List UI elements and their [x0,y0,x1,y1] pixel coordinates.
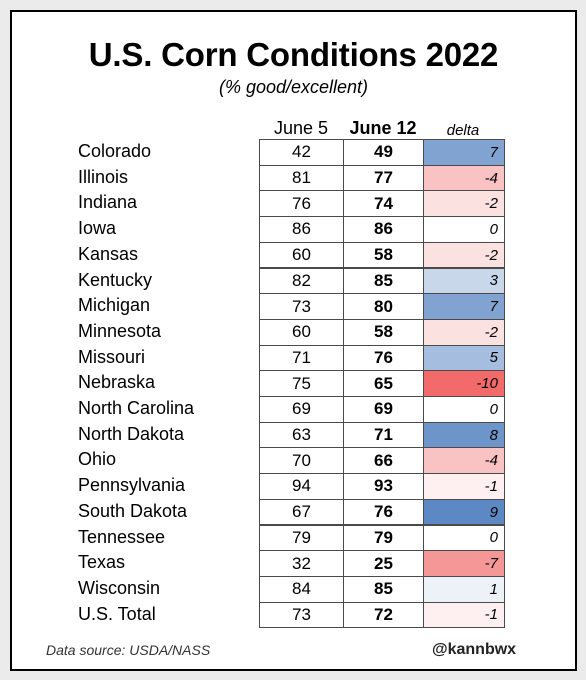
cell-june5: 79 [259,524,344,552]
cell-june12: 86 [343,216,424,243]
chart-title: U.S. Corn Conditions 2022 [88,36,499,73]
cell-delta: 5 [423,344,505,372]
cell-june5: 73 [259,293,344,320]
conditions-table: Colorado 42 49 7 Illinois 81 77 -4 Indiana 76 74 -2… [12,12,575,669]
data-source-note: Data source: USDA/NASS [46,642,211,658]
state-label: Pennsylvania [78,475,186,496]
cell-delta: -10 [423,370,505,397]
cell-june12: 80 [343,293,424,320]
cell-june5: 94 [259,473,344,500]
cell-june5: 76 [259,190,344,218]
cell-delta: 8 [423,421,505,449]
state-label: North Carolina [78,398,195,418]
state-label: U.S. Total [78,603,156,624]
cell-june5: 71 [259,344,344,372]
cell-june12: 49 [343,139,424,166]
state-label: Ohio [78,449,117,470]
state-label: Missouri [78,346,146,367]
cell-june5: 82 [259,267,344,295]
cell-june12: 25 [343,550,424,577]
author-handle: @kannbwx [432,641,517,658]
cell-delta: 0 [423,216,505,243]
state-label: Kansas [78,243,139,264]
cell-june5: 60 [259,318,344,346]
cell-june12: 79 [343,524,424,552]
state-label: Illinois [78,166,129,187]
state-label: Michigan [78,295,151,316]
cell-delta: 1 [423,575,505,603]
cell-june5: 69 [259,396,344,423]
cell-june12: 76 [343,498,424,526]
state-label: North Dakota [78,423,185,444]
cell-delta: -4 [423,164,505,192]
cell-june5: 84 [259,575,344,603]
state-label: Tennessee [78,526,166,547]
cell-june12: 71 [343,421,424,449]
cell-june5: 60 [259,241,344,269]
cell-june12: 74 [343,190,424,218]
chart-card: U.S. Corn Conditions 2022 (% good/excell… [10,10,577,671]
cell-june5: 67 [259,498,344,526]
cell-june12: 65 [343,370,424,397]
column-header-june5: June 5 [273,118,329,138]
column-header-delta: delta [446,122,480,139]
column-header-june12: June 12 [349,118,417,138]
cell-delta: -7 [423,550,505,577]
state-label: Colorado [78,141,152,161]
cell-delta: -4 [423,447,505,475]
cell-june5: 70 [259,447,344,475]
state-label: Kentucky [78,269,153,290]
state-label: Minnesota [78,320,162,341]
state-label: Texas [78,552,126,573]
state-label: Wisconsin [78,577,161,598]
chart-subtitle: (% good/excellent) [218,77,369,97]
cell-delta: -1 [423,473,505,500]
cell-june5: 32 [259,550,344,577]
state-label: Nebraska [78,372,156,393]
cell-delta: 3 [423,267,505,295]
cell-june12: 76 [343,344,424,372]
cell-june12: 85 [343,267,424,295]
cell-delta: -2 [423,190,505,218]
cell-june12: 85 [343,575,424,603]
state-label: South Dakota [78,500,188,521]
cell-delta: 7 [423,139,505,166]
cell-june5: 42 [259,139,344,166]
cell-june5: 73 [259,601,344,629]
cell-june12: 77 [343,164,424,192]
cell-delta: 9 [423,498,505,526]
cell-delta: 0 [423,524,505,552]
state-label: Iowa [78,218,117,239]
cell-delta: -2 [423,318,505,346]
cell-delta: 7 [423,293,505,320]
cell-delta: -2 [423,241,505,269]
cell-june5: 81 [259,164,344,192]
cell-june12: 93 [343,473,424,500]
cell-june5: 86 [259,216,344,243]
cell-delta: -1 [423,601,505,629]
cell-june12: 66 [343,447,424,475]
cell-june12: 69 [343,396,424,423]
cell-june12: 72 [343,601,424,629]
cell-delta: 0 [423,396,505,423]
state-label: Indiana [78,192,138,213]
cell-june5: 63 [259,421,344,449]
cell-june5: 75 [259,370,344,397]
cell-june12: 58 [343,241,424,269]
cell-june12: 58 [343,318,424,346]
